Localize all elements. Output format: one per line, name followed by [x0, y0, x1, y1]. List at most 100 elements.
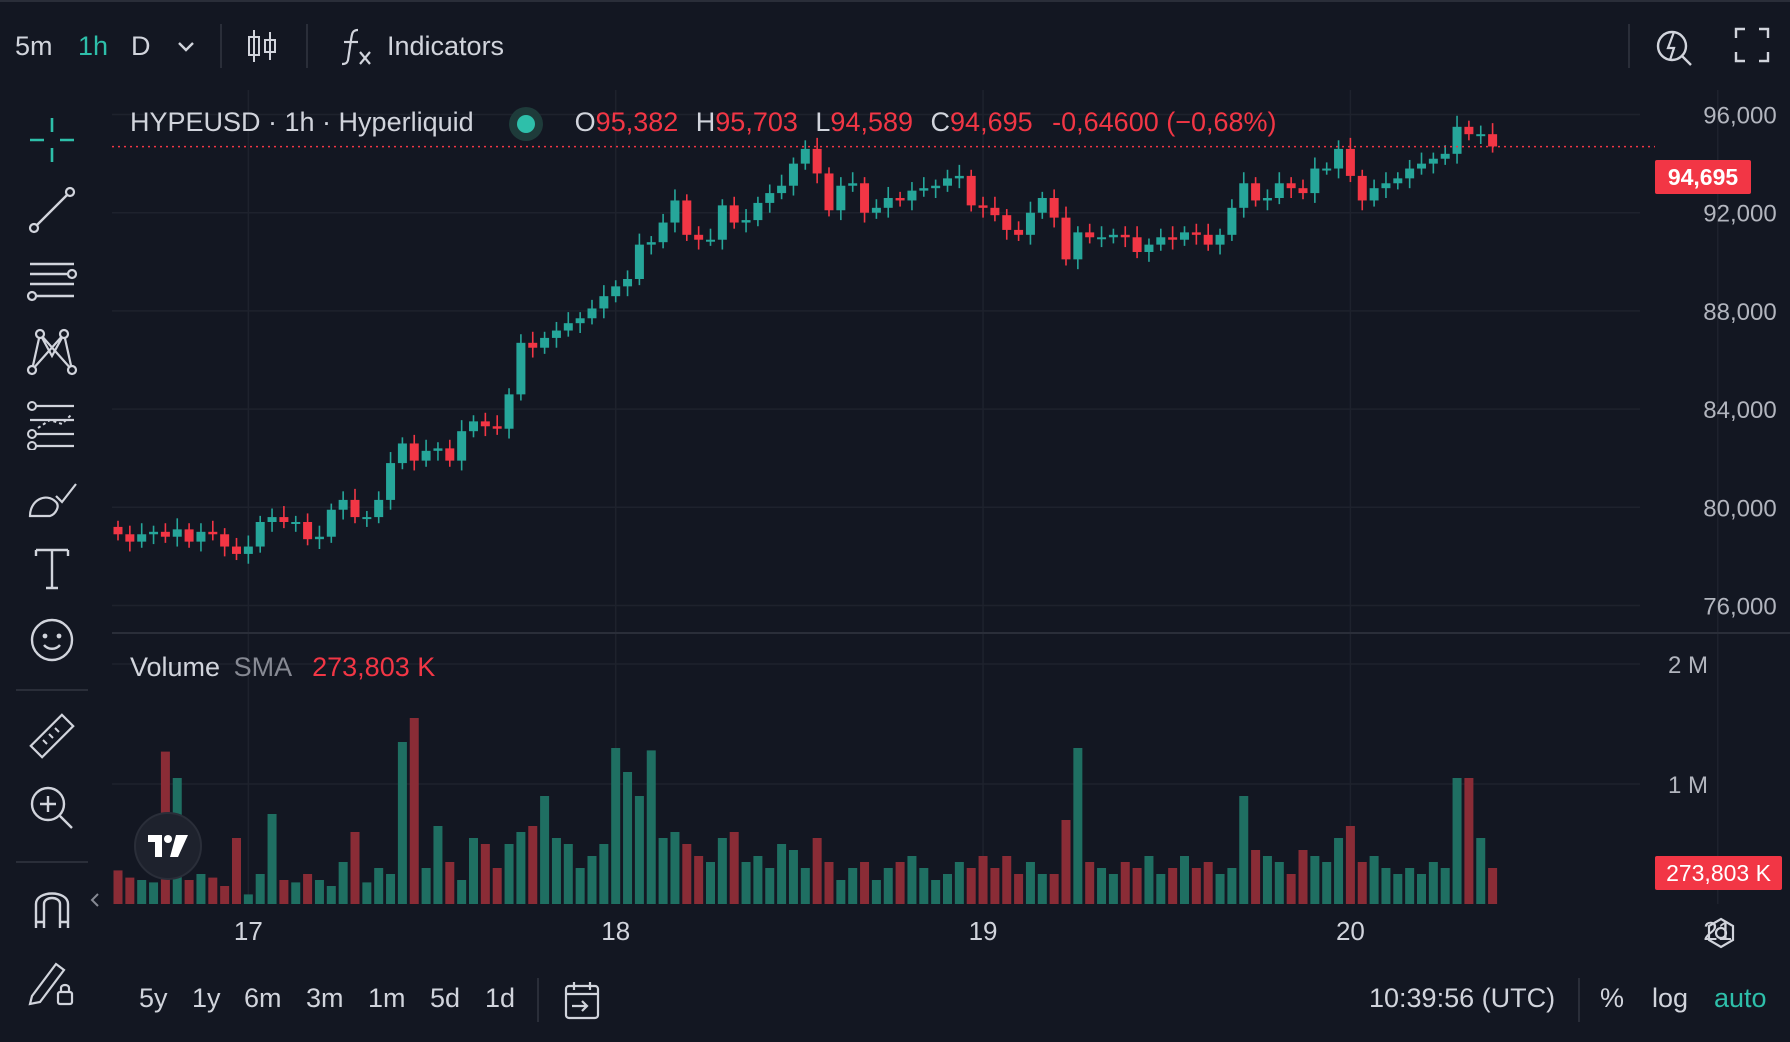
interval-5m[interactable]: 5m	[15, 31, 53, 61]
volume-bar	[1345, 826, 1355, 904]
utc-clock[interactable]: 10:39:56 (UTC)	[1369, 983, 1556, 1013]
alert-lightning-icon[interactable]	[1654, 22, 1694, 68]
candle-body	[469, 421, 478, 432]
y-tick-label: 80,000	[1703, 495, 1776, 522]
candles-chart-type-icon[interactable]	[244, 24, 280, 68]
candle-body	[765, 193, 775, 203]
text-tool-icon[interactable]	[20, 540, 84, 596]
volume-bar	[291, 882, 301, 904]
brush-icon[interactable]	[20, 468, 84, 524]
volume-bar	[1120, 862, 1130, 904]
candle-body	[1393, 178, 1403, 184]
fullscreen-icon[interactable]	[1734, 26, 1770, 64]
volume-bar	[386, 874, 396, 904]
interval-d[interactable]: D	[131, 31, 151, 61]
volume-bar	[279, 880, 289, 904]
candle-body	[871, 207, 881, 213]
volume-bar	[1085, 862, 1095, 904]
volume-bar	[670, 832, 680, 904]
auto-scale-toggle[interactable]: auto	[1714, 983, 1767, 1013]
candle-body	[1322, 168, 1332, 171]
percent-scale-toggle[interactable]: %	[1600, 983, 1625, 1013]
zoom-in-icon[interactable]	[20, 780, 84, 836]
ruler-icon[interactable]	[20, 708, 84, 764]
volume-bar	[113, 870, 123, 904]
candle-body	[1357, 175, 1367, 201]
pattern-xabcd-icon[interactable]	[20, 324, 84, 380]
range-5y[interactable]: 5y	[139, 983, 168, 1013]
volume-bar	[1108, 874, 1118, 904]
volume-bar	[149, 882, 159, 904]
volume-title[interactable]: Volume	[130, 652, 221, 682]
magnet-icon[interactable]	[20, 880, 84, 936]
log-scale-toggle[interactable]: log	[1652, 983, 1689, 1013]
candle-body	[1120, 234, 1130, 238]
volume-bar	[1464, 778, 1474, 904]
toolbar-divider	[16, 861, 88, 863]
candle-body	[682, 200, 692, 235]
toolbar-divider	[16, 689, 88, 691]
volume-bar	[871, 880, 881, 904]
x-tick-label: 19	[969, 916, 998, 946]
candle-body	[220, 534, 230, 547]
range-1y[interactable]: 1y	[192, 983, 221, 1013]
trend-line-icon[interactable]	[20, 182, 84, 238]
volume-bar	[232, 838, 241, 904]
volume-bar	[587, 856, 597, 904]
toolbar-divider	[306, 24, 308, 68]
volume-bar	[540, 796, 550, 904]
volume-bar	[931, 880, 941, 904]
candle-body	[208, 531, 218, 535]
range-6m[interactable]: 6m	[244, 983, 282, 1013]
chart-settings-gear-icon[interactable]	[1704, 916, 1738, 950]
candle-body	[907, 190, 917, 201]
symbol-title[interactable]: HYPEUSD · 1h · Hyperliquid	[130, 107, 474, 137]
volume-bar	[943, 874, 952, 904]
candle-body	[1428, 158, 1438, 164]
volume-bar	[966, 868, 976, 904]
y-tick-label: 96,000	[1703, 103, 1776, 130]
chevron-down-icon[interactable]	[174, 32, 198, 60]
candle-body	[777, 185, 787, 194]
range-1m[interactable]: 1m	[368, 983, 406, 1013]
candle-body	[990, 207, 1000, 216]
volume-bar	[682, 844, 692, 904]
crosshair-icon[interactable]	[20, 112, 84, 168]
go-to-date-calendar-icon[interactable]	[562, 978, 602, 1022]
volume-bar	[1298, 850, 1308, 904]
volume-bar	[445, 862, 455, 904]
volume-bar	[1357, 862, 1367, 904]
indicators-fx-icon[interactable]	[338, 24, 374, 68]
candle-body	[457, 431, 467, 461]
volume-bar	[1168, 868, 1178, 904]
volume-bar	[611, 748, 621, 904]
lock-drawings-icon[interactable]	[20, 954, 84, 1010]
candle-body	[1215, 234, 1225, 245]
volume-bar	[1037, 874, 1047, 904]
candle-body	[623, 279, 633, 287]
volume-bar	[1393, 874, 1403, 904]
indicators-button[interactable]: Indicators	[387, 31, 505, 61]
candle-body	[1227, 207, 1237, 235]
candle-body	[1203, 234, 1213, 245]
tradingview-logo[interactable]	[134, 812, 202, 880]
collapse-toolbar-chevron-icon[interactable]	[88, 888, 102, 912]
emoji-icon[interactable]	[20, 612, 84, 668]
interval-1h[interactable]: 1h	[78, 31, 109, 61]
volume-bar	[883, 868, 893, 904]
volume-bar	[706, 862, 715, 904]
volume-bar	[350, 832, 360, 904]
range-5d[interactable]: 5d	[430, 983, 461, 1013]
fib-retracement-icon[interactable]	[20, 252, 84, 308]
range-3m[interactable]: 3m	[306, 983, 344, 1013]
forecast-tools-icon[interactable]	[20, 396, 84, 452]
volume-bar	[362, 882, 372, 904]
candle-body	[860, 183, 870, 213]
close-label: C	[930, 107, 951, 137]
range-1d[interactable]: 1d	[485, 983, 516, 1013]
volume-bar	[528, 826, 538, 904]
volume-bar	[788, 850, 798, 904]
x-tick-label: 20	[1336, 916, 1365, 946]
candle-body	[1239, 183, 1249, 208]
